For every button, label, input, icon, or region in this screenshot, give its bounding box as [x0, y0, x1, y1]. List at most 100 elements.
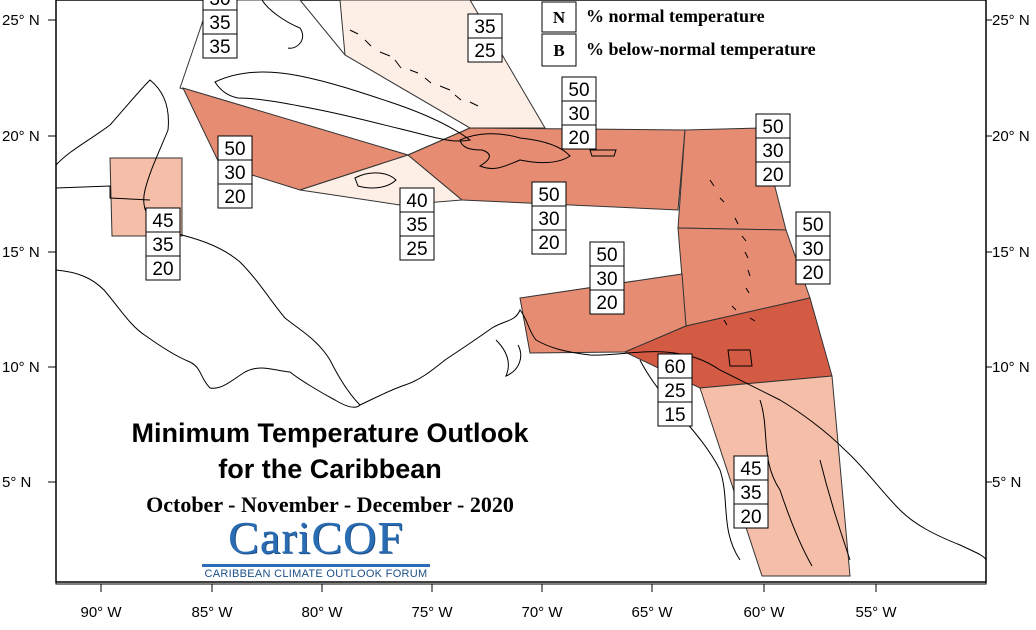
- longitude-label: 70° W: [521, 604, 563, 621]
- prob-value: 20: [762, 165, 783, 186]
- latitude-label: 20° N: [992, 128, 1030, 145]
- longitude-label: 65° W: [631, 604, 673, 621]
- prob-box: [755, 137, 791, 163]
- coast-maracaibo: [495, 339, 522, 377]
- prob-value: 30: [596, 269, 617, 290]
- prob-box: [531, 229, 567, 255]
- prob-value: 20: [596, 293, 617, 314]
- legend-key-n: N: [553, 8, 566, 27]
- coastlines: [55, 0, 987, 567]
- prob-value: 35: [474, 17, 495, 38]
- caricof-logo: CariCOF CARIBBEAN CLIMATE OUTLOOK FORUM: [200, 514, 432, 580]
- prob-box: [145, 255, 181, 281]
- prob-box: [755, 161, 791, 187]
- map-inner-frame: [55, 0, 987, 583]
- prob-value: 20: [224, 187, 245, 208]
- prob-value: 50: [538, 185, 559, 206]
- coast-bahamas: [349, 29, 479, 107]
- prob-value: 25: [406, 239, 427, 260]
- prob-box: [467, 37, 503, 63]
- prob-value: 50: [568, 80, 589, 101]
- prob-value: 50: [596, 245, 617, 266]
- coast-cuba: [214, 71, 472, 142]
- prob-value: 40: [406, 191, 427, 212]
- legend-label-normal: % normal temperature: [586, 6, 765, 26]
- prob-box: [217, 135, 253, 161]
- prob-box: [733, 455, 769, 481]
- prob-value: 35: [740, 483, 761, 504]
- border-guianas: [759, 399, 851, 567]
- prob-value: 35: [406, 215, 427, 236]
- longitude-labels: 90° W 85° W 80° W 75° W 70° W 65° W 60° W 55° W: [80, 584, 897, 621]
- latitude-label: 15° N: [992, 244, 1030, 261]
- prob-box: [657, 377, 693, 403]
- coast-south-america-north: [359, 309, 987, 561]
- coast-jamaica: [354, 172, 397, 189]
- prob-value: 25: [664, 381, 685, 402]
- prob-value: 50: [802, 215, 823, 236]
- prob-box: [531, 205, 567, 231]
- longitude-label: 60° W: [743, 604, 785, 621]
- prob-box: [795, 259, 831, 285]
- coast-trinidad: [727, 349, 753, 367]
- map-subtitle: October - November - December - 2020: [146, 492, 514, 517]
- latitude-labels-left: 25° N 20° N 15° N 10° N 5° N: [2, 12, 56, 491]
- latitude-label: 10° N: [992, 359, 1030, 376]
- prob-box: [755, 113, 791, 139]
- prob-value: 50: [224, 139, 245, 160]
- prob-box: [561, 100, 597, 126]
- coast-central-america-inner: [55, 185, 151, 201]
- latitude-label: 25° N: [992, 12, 1030, 29]
- coast-lesser-antilles: [709, 179, 756, 326]
- legend-label-below: % below-normal temperature: [586, 39, 816, 59]
- latitude-labels-right: 25° N 20° N 15° N 10° N 5° N: [986, 12, 1030, 491]
- outlook-zones: [109, 0, 851, 577]
- prob-value: 20: [740, 507, 761, 528]
- prob-value: 30: [209, 0, 230, 10]
- prob-value: 35: [152, 235, 173, 256]
- legend-key-box-n: [541, 1, 577, 33]
- prob-value: 30: [538, 209, 559, 230]
- prob-box: [202, 9, 238, 35]
- prob-box: [733, 503, 769, 529]
- prob-box: [733, 479, 769, 505]
- prob-box: [467, 13, 503, 39]
- longitude-label: 85° W: [191, 604, 233, 621]
- latitude-label: 10° N: [2, 359, 40, 376]
- prob-value: 35: [209, 13, 230, 34]
- prob-value: 60: [664, 357, 685, 378]
- latitude-label: 20° N: [2, 128, 40, 145]
- prob-value: 30: [568, 104, 589, 125]
- prob-box: [589, 289, 625, 315]
- prob-value: 35: [209, 37, 230, 58]
- prob-value: 30: [762, 141, 783, 162]
- longitude-label: 55° W: [855, 604, 897, 621]
- prob-box: [399, 235, 435, 261]
- logo-tagline: CARIBBEAN CLIMATE OUTLOOK FORUM: [204, 568, 428, 580]
- logo-underline: [202, 564, 430, 567]
- latitude-label: 25° N: [2, 12, 40, 29]
- prob-value: 50: [762, 117, 783, 138]
- map-title-line1: Minimum Temperature Outlook: [131, 418, 529, 448]
- longitude-label: 75° W: [411, 604, 453, 621]
- prob-value: 20: [538, 233, 559, 254]
- prob-box: [531, 181, 567, 207]
- latitude-label: 5° N: [992, 474, 1021, 491]
- prob-value: 15: [664, 405, 685, 426]
- prob-box: [657, 401, 693, 427]
- prob-box: [145, 207, 181, 233]
- probability-boxes: 35 25 30 35 35 50 30 20 50 30 20 40 35 25 45 35 20 50 30 20…: [145, 0, 831, 529]
- coast-florida: [261, 0, 304, 49]
- prob-value: 20: [152, 259, 173, 280]
- latitude-label: 15° N: [2, 244, 40, 261]
- latitude-label: 5° N: [2, 474, 31, 491]
- coast-central-america: [55, 79, 361, 408]
- longitude-label: 90° W: [80, 604, 122, 621]
- longitude-label: 80° W: [301, 604, 343, 621]
- prob-box: [202, 33, 238, 59]
- prob-box: [795, 235, 831, 261]
- logo-wordmark: CariCOF: [228, 512, 404, 563]
- legend: N % normal temperature B % below-normal …: [541, 1, 816, 67]
